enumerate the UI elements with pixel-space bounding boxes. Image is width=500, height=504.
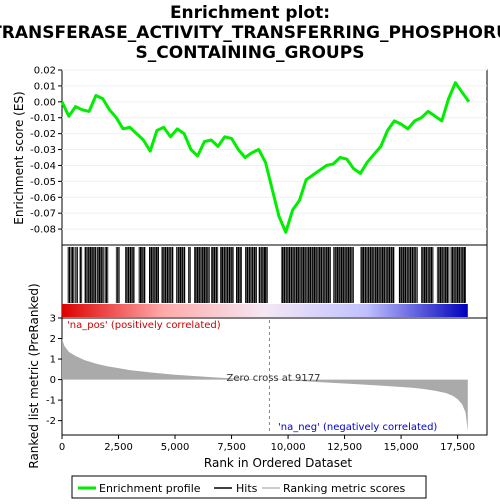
- x-tick-label: 12,500: [327, 442, 362, 453]
- pos-correlated-label: 'na_pos' (positively correlated): [67, 320, 221, 331]
- neg-correlated-label: 'na_neg' (negatively correlated): [278, 422, 437, 433]
- x-tick-label: 7,500: [217, 442, 246, 453]
- chart-title-line1: Enrichment plot:: [170, 3, 330, 23]
- legend-hits-label: Hits: [236, 482, 258, 495]
- x-tick-label: 2,500: [104, 442, 133, 453]
- metric-y-axis-label: Ranked list metric (PreRanked): [27, 283, 41, 468]
- es-tick-label: -0.06: [30, 193, 56, 204]
- es-gridlines: [62, 69, 487, 230]
- es-tick-label: -0.02: [30, 129, 56, 140]
- ranking-metric-area: [62, 338, 468, 431]
- es-tick-label: 0.01: [34, 81, 56, 92]
- metric-tick-label: 1: [50, 355, 56, 366]
- x-tick-label: 10,000: [271, 442, 306, 453]
- legend-metric-label: Ranking metric scores: [283, 482, 405, 495]
- es-tick-label: 0.00: [34, 97, 56, 108]
- metric-tick-label: 0: [50, 375, 56, 386]
- zero-cross-label: Zero cross at 9177: [227, 373, 321, 384]
- es-panel-frame: [61, 69, 488, 246]
- x-tick-label: 17,500: [440, 442, 475, 453]
- metric-tick-label: -2: [46, 416, 56, 427]
- x-axis-ticks: 0 2,500 5,000 7,500 10,000 12,500 15,000 17,500: [59, 435, 475, 453]
- legend-enrichment-label: Enrichment profile: [99, 482, 201, 495]
- es-tick-label: -0.04: [30, 161, 56, 172]
- es-tick-label: -0.08: [30, 225, 56, 236]
- metric-tick-label: 2: [50, 334, 56, 345]
- es-y-ticks: 0.02 0.01 0.00 -0.01 -0.02 -0.03 -0.04 -0.05 -0.…: [30, 66, 62, 236]
- enrichment-profile-line: [60, 81, 471, 234]
- metric-tick-label: -1: [46, 396, 56, 407]
- es-tick-label: -0.01: [30, 113, 56, 124]
- ranking-color-bar: [62, 304, 468, 317]
- hit-markers: [67, 247, 466, 303]
- chart-title-line2: TRANSFERASE_ACTIVITY_TRANSFERRING_PHOSPH…: [0, 23, 500, 43]
- es-tick-label: -0.05: [30, 177, 56, 188]
- chart-title-line3: S_CONTAINING_GROUPS: [136, 43, 365, 63]
- es-y-axis-label: Enrichment score (ES): [12, 91, 26, 224]
- legend-box: [71, 475, 427, 499]
- x-tick-label: 5,000: [161, 442, 190, 453]
- es-tick-label: -0.03: [30, 145, 56, 156]
- x-axis-label: Rank in Ordered Dataset: [204, 456, 352, 470]
- x-tick-label: 0: [59, 442, 65, 453]
- x-tick-label: 15,000: [384, 442, 419, 453]
- metric-tick-label: 3: [50, 314, 56, 325]
- es-tick-label: -0.07: [30, 209, 56, 220]
- metric-y-ticks: 3 2 1 0 -1 -2: [46, 314, 62, 427]
- es-tick-label: 0.02: [34, 66, 56, 77]
